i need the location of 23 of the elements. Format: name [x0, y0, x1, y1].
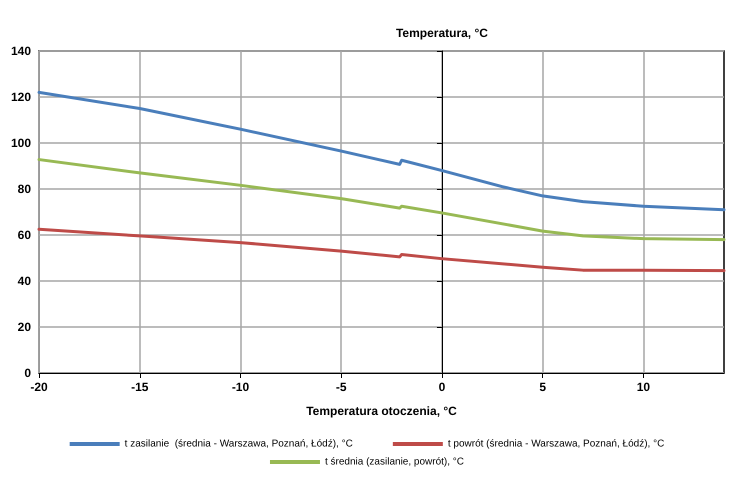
x-tick-label: 10 — [636, 380, 650, 394]
x-tick-label: -20 — [30, 380, 48, 394]
y-tick-label: 20 — [18, 320, 32, 334]
line-series — [38, 158, 726, 242]
legend-label: t powrót (średnia - Warszawa, Poznań, Łódź), °C — [448, 438, 664, 450]
y-tick-label: 40 — [18, 274, 32, 288]
y-axis-title: Temperatura, °C — [396, 26, 488, 40]
x-tick-label: 0 — [438, 380, 446, 394]
y-tick-label: 0 — [24, 366, 32, 380]
x-axis-title: Temperatura otoczenia, °C — [306, 404, 458, 418]
y-tick-label: 100 — [10, 136, 32, 150]
legend-label: t średnia (zasilanie, powrót), °C — [324, 456, 464, 468]
y-tick-label: 80 — [18, 182, 32, 196]
line-series — [38, 90, 726, 212]
line-series — [38, 228, 726, 272]
x-tick-label: -10 — [232, 380, 250, 394]
y-tick-label: 140 — [10, 44, 32, 58]
x-tick-label: -15 — [131, 380, 149, 394]
x-tick-label: -5 — [336, 380, 347, 394]
x-tick-label: 5 — [539, 380, 546, 394]
legend-label: t zasilanie (średnia - Warszawa, Poznań, Łódź), °C — [124, 438, 353, 450]
y-tick-label: 120 — [10, 90, 32, 104]
y-tick-label: 60 — [18, 228, 32, 242]
